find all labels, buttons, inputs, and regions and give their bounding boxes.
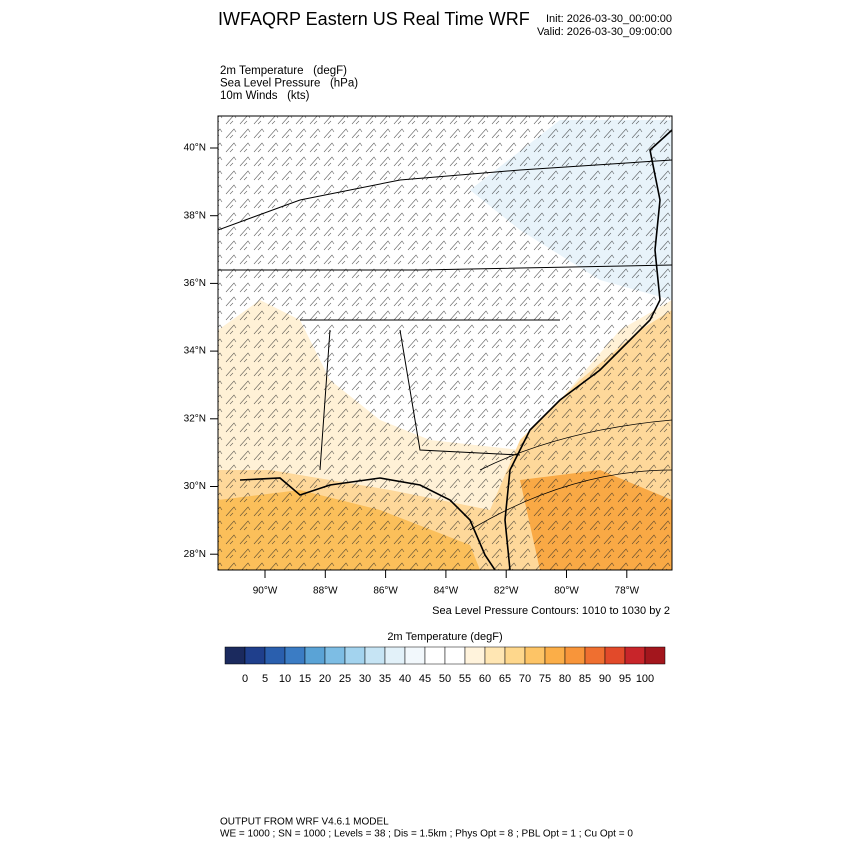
color-box [324,646,346,665]
color-box [524,646,546,665]
lon-label: 88°W [313,586,338,597]
lat-label: 36°N [184,278,206,289]
colorbar-label: 60 [479,673,491,685]
colorbar-label: 90 [599,673,611,685]
lon-label: 84°W [434,586,459,597]
colorbar-label: 10 [279,673,291,685]
field-label: 10m Winds (kts) [220,90,310,102]
field-label: 2m Temperature (degF) [220,65,347,77]
colorbar-label: 15 [299,673,311,685]
lon-label: 78°W [615,586,640,597]
colorbar-label: 65 [499,673,511,685]
footer-line: WE = 1000 ; SN = 1000 ; Levels = 38 ; Di… [220,829,633,840]
colorbar: 0 5 10 15 20 25 30 35 40 45 50 55 60 65 70 75 80 85 90 95 10… [224,646,666,685]
colorbar-label: 30 [359,673,371,685]
contour-note: Sea Level Pressure Contours: 1010 to 103… [432,605,670,617]
colorbar-label: 5 [262,673,268,685]
colorbar-label: 25 [339,673,351,685]
init-time: Init: 2026-03-30_00:00:00 [546,13,672,25]
color-box [484,646,506,665]
color-box [384,646,406,665]
color-box [344,646,366,665]
color-box [544,646,566,665]
lon-label: 80°W [554,586,579,597]
lat-label: 30°N [184,481,206,492]
map-axes: 40°N 38°N 36°N 34°N 32°N 30°N 28°N 90°W 88°W 86°W… [184,143,640,597]
color-box [304,646,326,665]
color-box [404,646,426,665]
field-list: 2m Temperature (degF)Sea Level Pressure … [220,65,358,102]
valid-time: Valid: 2026-03-30_09:00:00 [537,26,672,38]
field-label: Sea Level Pressure (hPa) [220,78,358,90]
lat-label: 34°N [184,346,206,357]
footer-line: OUTPUT FROM WRF V4.6.1 MODEL [220,817,389,828]
color-box [424,646,446,665]
color-box [264,646,286,665]
colorbar-label: 55 [459,673,471,685]
color-box [224,646,246,665]
colorbar-label: 70 [519,673,531,685]
map-frame [217,115,673,571]
colorbar-label: 0 [242,673,248,685]
colorbar-title: 2m Temperature (degF) [387,631,502,643]
lon-label: 82°W [494,586,519,597]
color-box [564,646,586,665]
color-box [464,646,486,665]
color-box [364,646,386,665]
colorbar-label: 35 [379,673,391,685]
lat-label: 38°N [184,210,206,221]
colorbar-label: 50 [439,673,451,685]
title: IWFAQRP Eastern US Real Time WRF [218,9,530,29]
color-box [444,646,466,665]
color-box [624,646,646,665]
lat-label: 28°N [184,549,206,560]
color-box [604,646,626,665]
color-box [644,646,666,665]
colorbar-label: 75 [539,673,551,685]
color-box [584,646,606,665]
colorbar-label: 95 [619,673,631,685]
colorbar-label: 85 [579,673,591,685]
lat-label: 32°N [184,413,206,424]
color-box [284,646,306,665]
lon-label: 86°W [373,586,398,597]
colorbar-label: 45 [419,673,431,685]
color-box [504,646,526,665]
colorbar-label: 100 [636,673,654,685]
lat-label: 40°N [184,143,206,154]
color-box [244,646,266,665]
colorbar-label: 80 [559,673,571,685]
colorbar-label: 20 [319,673,331,685]
colorbar-label: 40 [399,673,411,685]
map [218,116,672,570]
lon-label: 90°W [253,586,278,597]
